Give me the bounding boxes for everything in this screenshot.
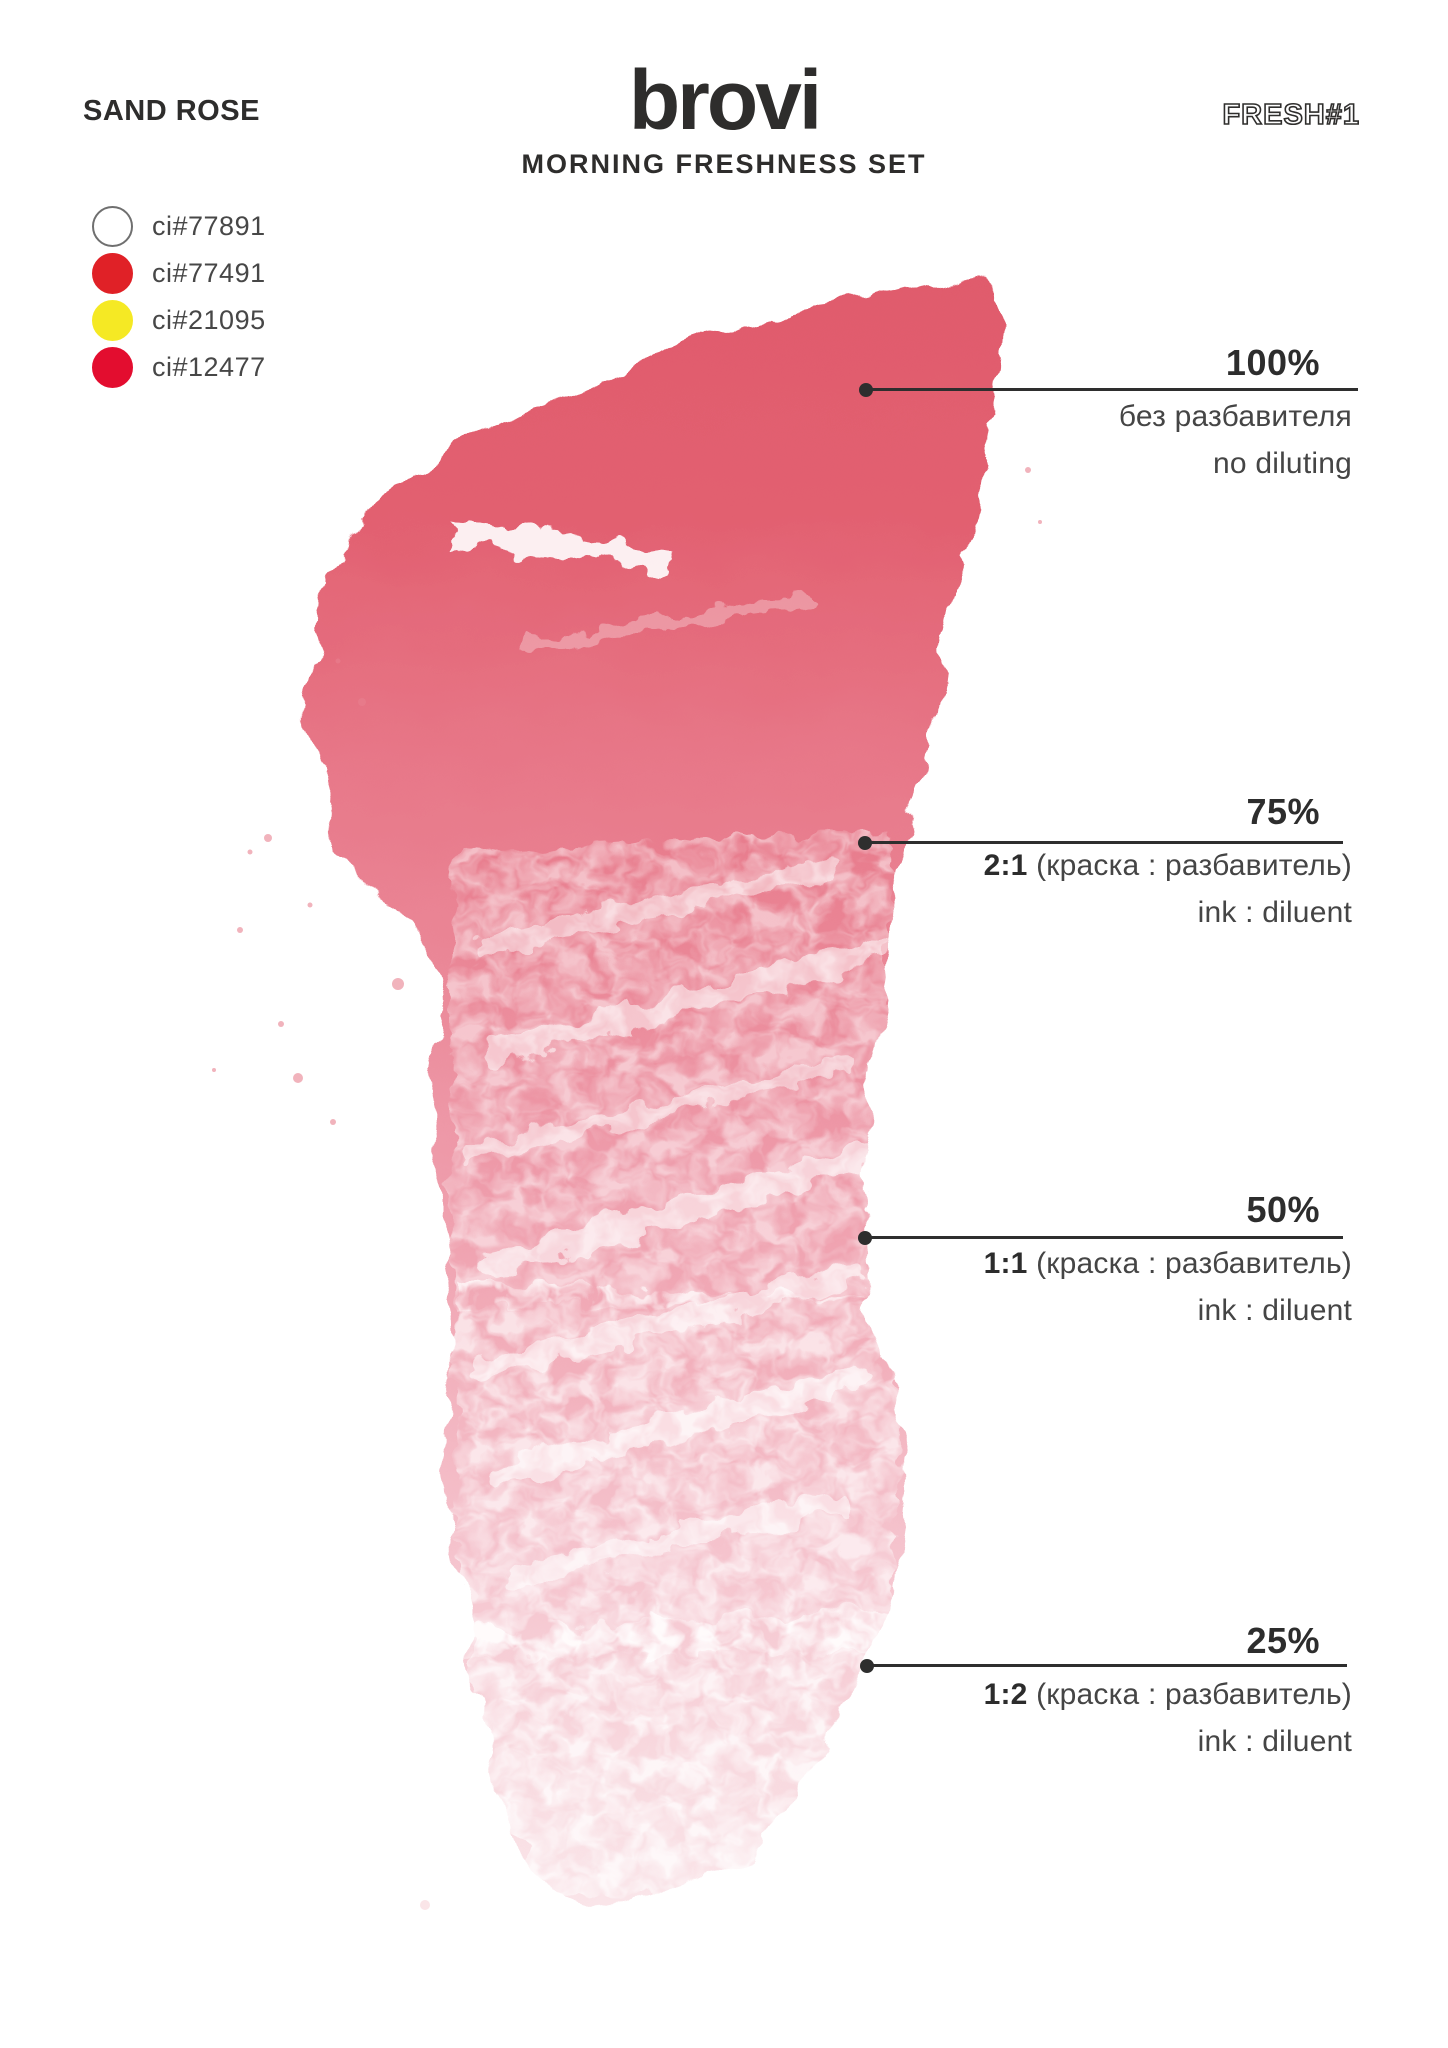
note-en: ink : diluent <box>1197 1294 1352 1327</box>
note-en: ink : diluent <box>1197 1725 1352 1758</box>
set-name: MORNING FRESHNESS SET <box>521 149 927 179</box>
note-ru-line: 1:1 (краска : разбавитель) <box>984 1247 1352 1281</box>
pigment-color-dot <box>92 253 133 294</box>
paint-spatter-dots <box>212 467 1042 1910</box>
note-en: no diluting <box>1213 447 1352 480</box>
brand-title: brovi <box>628 53 822 147</box>
pigment-color-dot <box>92 347 133 388</box>
legend-item: ci#77491 <box>92 253 266 294</box>
callout-line-50 <box>865 1236 1343 1239</box>
color-name: SAND ROSE <box>83 95 260 127</box>
dilution-annotation-100: 100% без разбавителя no diluting <box>1119 341 1352 481</box>
note-ru: (краска : разбавитель) <box>1036 1678 1352 1711</box>
callout-line-25 <box>867 1664 1347 1667</box>
pigment-code: ci#77891 <box>152 211 266 241</box>
dilution-annotation-50: 50% 1:1 (краска : разбавитель) ink : dil… <box>984 1188 1352 1328</box>
note-ru: (краска : разбавитель) <box>1036 1247 1352 1280</box>
ratio-label: 1:2 <box>983 1678 1028 1711</box>
legend-item: ci#21095 <box>92 300 266 341</box>
collection-badge: FRESH#1 <box>1222 98 1360 132</box>
pigment-color-dot <box>92 206 133 247</box>
pigment-code: ci#21095 <box>152 305 266 335</box>
pigment-color-dot <box>92 300 133 341</box>
ratio-label: 2:1 <box>983 849 1028 882</box>
callout-dot-75 <box>858 836 872 850</box>
dilution-annotation-25: 25% 1:2 (краска : разбавитель) ink : dil… <box>984 1619 1352 1759</box>
brush-gap-streak <box>452 520 672 574</box>
ratio-label: 1:1 <box>983 1247 1028 1280</box>
percent-label: 25% <box>1246 1620 1320 1661</box>
callout-line-75 <box>865 841 1343 844</box>
pigment-code: ci#12477 <box>152 352 266 382</box>
note-en: ink : diluent <box>1197 896 1352 929</box>
note-ru: без разбавителя <box>1118 400 1352 433</box>
callout-dot-50 <box>858 1231 872 1245</box>
pigment-legend: ci#77891 ci#77491 ci#21095 ci#12477 <box>92 206 266 388</box>
percent-label: 50% <box>1246 1189 1320 1230</box>
callout-dot-25 <box>860 1659 874 1673</box>
note-ru-line: без разбавителя <box>1119 400 1352 434</box>
pigment-code: ci#77491 <box>152 258 266 288</box>
pigment-specks <box>455 1100 900 1630</box>
legend-item: ci#12477 <box>92 347 266 388</box>
dilution-annotation-75: 75% 2:1 (краска : разбавитель) ink : dil… <box>984 790 1352 930</box>
note-ru-line: 1:2 (краска : разбавитель) <box>984 1678 1352 1712</box>
note-ru-line: 2:1 (краска : разбавитель) <box>984 849 1352 883</box>
callout-dot-100 <box>859 383 873 397</box>
legend-item: ci#77891 <box>92 206 266 247</box>
percent-label: 100% <box>1225 342 1320 383</box>
percent-label: 75% <box>1246 791 1320 832</box>
note-ru: (краска : разбавитель) <box>1036 849 1352 882</box>
callout-line-100 <box>866 388 1358 391</box>
